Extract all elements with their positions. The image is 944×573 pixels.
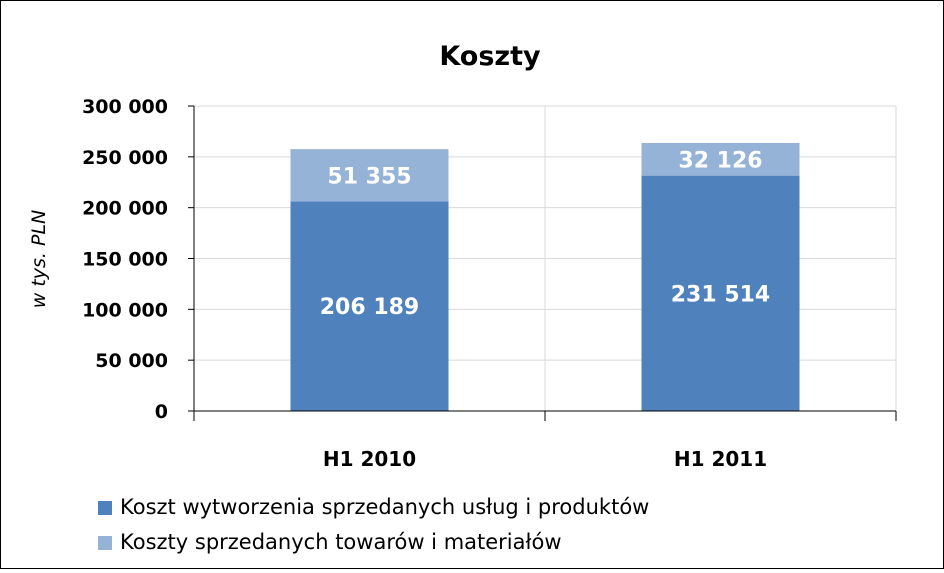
bar-production-cost-0 <box>290 201 449 411</box>
legend-swatch <box>98 501 112 515</box>
y-axis-ticks: 0 50 000 100 000 150 000 200 000 250 000 300 0… <box>82 96 194 423</box>
chart-title: Koszty <box>439 41 541 72</box>
y-tick-label: 300 000 <box>82 96 168 118</box>
bar-goods-cost-1 <box>641 142 800 176</box>
y-tick-label: 150 000 <box>82 249 168 271</box>
x-tick-label: H1 2010 <box>323 447 416 471</box>
x-tick-label: H1 2011 <box>674 447 767 471</box>
bar-goods-cost-0 <box>290 149 449 202</box>
y-tick-label: 50 000 <box>95 350 168 372</box>
bars: 206 189 51 355 231 514 32 126 <box>290 142 800 411</box>
legend-item: Koszt wytworzenia sprzedanych usług i pr… <box>98 495 649 519</box>
legend-label: Koszty sprzedanych towarów i materiałów <box>120 530 562 554</box>
data-label: 231 514 <box>671 282 771 307</box>
y-tick-label: 200 000 <box>82 198 168 220</box>
data-label: 206 189 <box>320 295 420 320</box>
legend-label: Koszt wytworzenia sprzedanych usług i pr… <box>120 495 649 519</box>
bar-production-cost-1 <box>641 175 800 411</box>
axes <box>193 106 897 421</box>
data-label: 32 126 <box>678 148 762 173</box>
data-label: 51 355 <box>327 164 411 189</box>
legend-swatch <box>98 536 112 550</box>
y-tick-label: 0 <box>155 401 168 423</box>
x-axis-ticks: H1 2010 H1 2011 <box>323 447 767 471</box>
legend: Koszt wytworzenia sprzedanych usług i pr… <box>98 495 649 554</box>
legend-item: Koszty sprzedanych towarów i materiałów <box>98 530 562 554</box>
y-tick-label: 100 000 <box>82 299 168 321</box>
y-axis-label: w tys. PLN <box>28 210 50 309</box>
y-tick-label: 250 000 <box>82 147 168 169</box>
